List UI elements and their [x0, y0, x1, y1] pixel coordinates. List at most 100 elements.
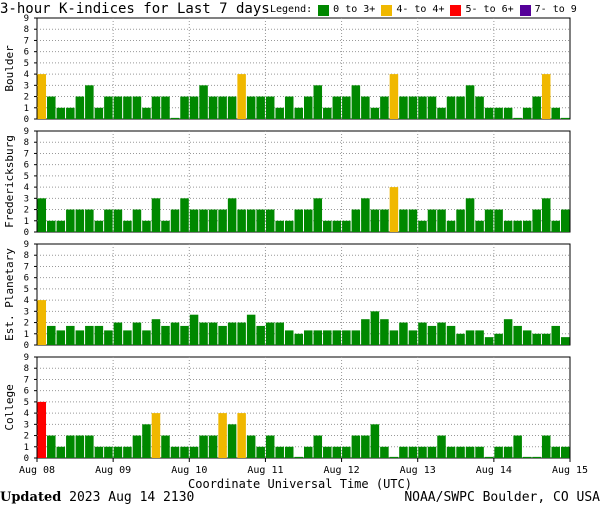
bar [180, 325, 189, 345]
bar [494, 209, 503, 232]
chart-title: 3-hour K-indices for Last 7 days [0, 1, 270, 17]
bar [551, 220, 560, 232]
bar [437, 209, 446, 232]
x-tick-label: Aug 12 [324, 465, 360, 476]
bar [56, 220, 66, 232]
y-tick-label: 1 [24, 217, 29, 227]
bar [446, 446, 456, 458]
x-tick-label: Aug 13 [400, 465, 436, 476]
y-tick-label: 6 [24, 274, 29, 284]
bar [237, 74, 246, 119]
y-tick-label: 1 [24, 330, 29, 340]
x-axis-label: Coordinate Universal Time (UTC) [188, 477, 412, 491]
bar [418, 446, 427, 458]
bar [170, 446, 180, 458]
bar [199, 85, 208, 119]
updated-time: 2023 Aug 14 2130 [69, 490, 195, 505]
bar [37, 74, 47, 119]
bar [522, 107, 532, 119]
legend-item-severe: 7- to 9 [519, 4, 577, 16]
bar [332, 220, 342, 232]
bar [323, 107, 332, 119]
bar [475, 96, 484, 119]
bar [503, 446, 513, 458]
panel-label: Est. Planetary [3, 248, 16, 341]
bar [323, 446, 332, 458]
bar [142, 424, 151, 458]
bar [342, 330, 351, 345]
bar [47, 435, 56, 458]
bar [256, 96, 265, 119]
bar [560, 209, 570, 232]
bar [361, 435, 370, 458]
bar [180, 446, 189, 458]
y-tick-label: 5 [24, 285, 29, 295]
bar [151, 413, 161, 458]
bar [380, 446, 389, 458]
y-tick-label: 8 [24, 25, 29, 35]
x-tick-label: Aug 11 [247, 465, 283, 476]
bar [304, 446, 313, 458]
bar [370, 424, 380, 458]
bar [113, 96, 123, 119]
y-tick-label: 3 [24, 307, 29, 317]
bar [104, 446, 113, 458]
bar [227, 198, 237, 232]
bar [427, 446, 437, 458]
bar [304, 96, 313, 119]
bar [380, 209, 389, 232]
bar [522, 330, 532, 345]
panel-frame [36, 243, 571, 346]
y-tick-label: 6 [24, 48, 29, 58]
y-tick-label: 3 [24, 81, 29, 91]
y-tick-label: 2 [24, 319, 29, 329]
bar [399, 446, 408, 458]
bar [408, 330, 418, 345]
bar [75, 330, 85, 345]
legend-swatch-storm [450, 4, 462, 16]
bar [256, 446, 265, 458]
bar [94, 325, 104, 345]
y-tick-label: 4 [24, 183, 29, 193]
legend-swatch-quiet [318, 4, 330, 16]
y-tick-label: 0 [24, 115, 29, 125]
y-tick-label: 4 [24, 296, 29, 306]
bar [161, 220, 170, 232]
y-tick-label: 2 [24, 432, 29, 442]
bar [227, 424, 237, 458]
legend-item-quiet: 0 to 3+ [318, 4, 375, 16]
y-tick-label: 9 [24, 14, 29, 24]
bar [151, 198, 161, 232]
bar [380, 96, 389, 119]
bar [189, 209, 199, 232]
bar [161, 435, 170, 458]
bar [104, 96, 113, 119]
bar [475, 330, 484, 345]
bar [389, 456, 399, 458]
bar [294, 209, 303, 232]
bar [541, 435, 551, 458]
bar [437, 107, 446, 119]
bar [104, 209, 113, 232]
bar [408, 446, 418, 458]
bar [418, 322, 427, 345]
bar [342, 96, 351, 119]
bar [161, 325, 170, 345]
bar [313, 198, 323, 232]
bar [113, 209, 123, 232]
bar [465, 330, 475, 345]
panel-label: College [3, 384, 16, 430]
y-tick-label: 5 [24, 172, 29, 182]
bar [56, 330, 66, 345]
bar [256, 209, 265, 232]
bar [484, 107, 494, 119]
bar [246, 96, 256, 119]
bar [437, 435, 446, 458]
bar [47, 96, 56, 119]
bar [503, 107, 513, 119]
y-tick-label: 3 [24, 194, 29, 204]
